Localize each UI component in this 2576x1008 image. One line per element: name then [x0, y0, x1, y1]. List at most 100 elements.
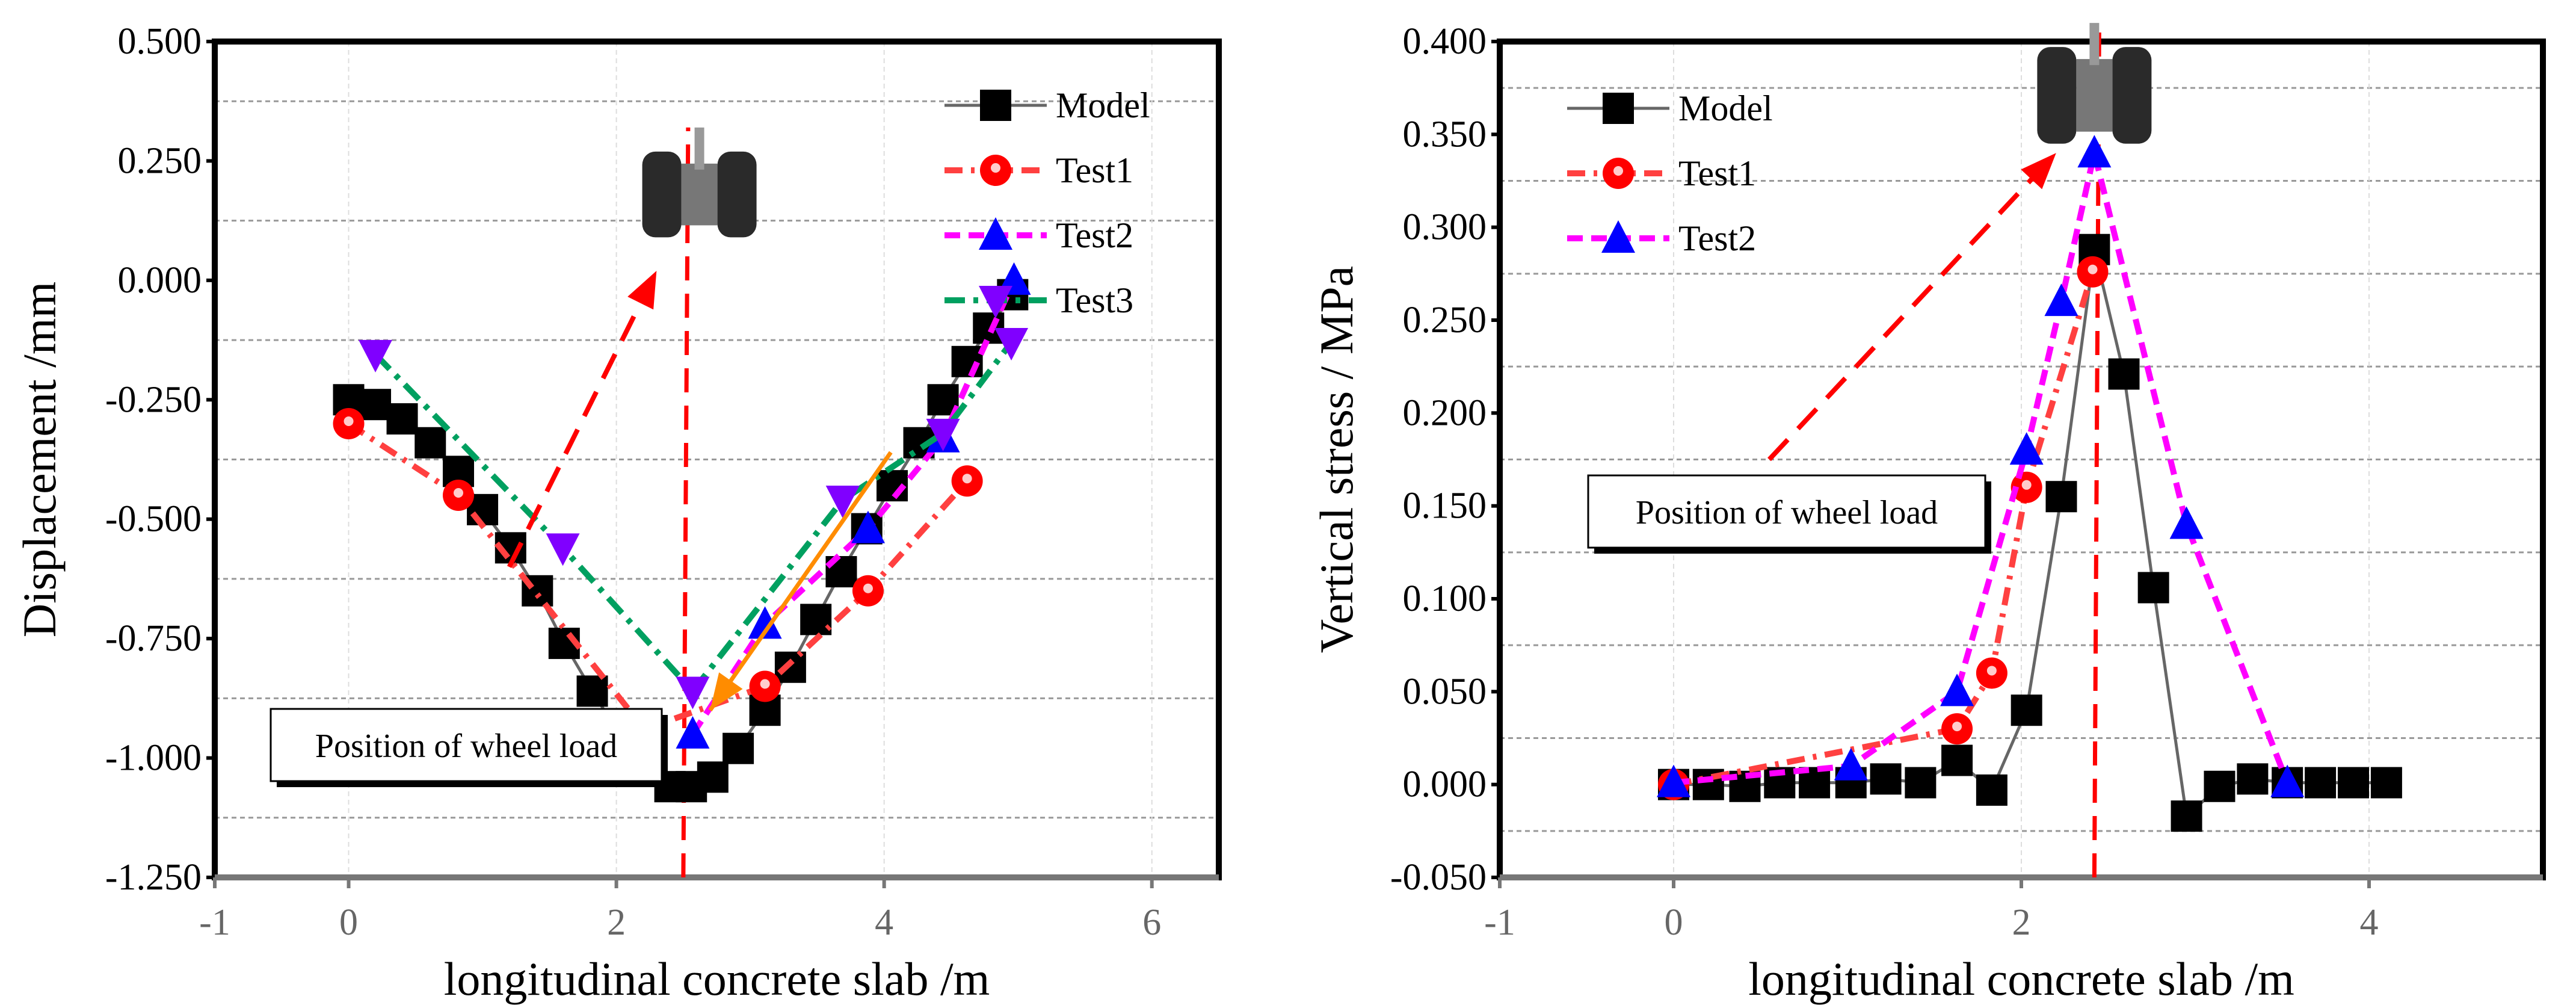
- legend-label: Test1: [1678, 153, 1756, 193]
- aircraft-wheel-icon: [642, 127, 757, 238]
- marker-highlight: [863, 583, 873, 593]
- y-tick-label: 0.250: [118, 140, 202, 181]
- data-point: [414, 427, 446, 459]
- data-point: [994, 328, 1029, 361]
- data-point: [825, 485, 860, 518]
- data-point: [386, 403, 418, 435]
- marker-highlight: [2088, 264, 2098, 274]
- legend-label: Test2: [1678, 218, 1756, 258]
- x-tick-label: 2: [607, 902, 626, 943]
- y-tick-label: -0.500: [105, 499, 202, 540]
- data-point: [1940, 673, 1974, 707]
- x-tick-label: 2: [2012, 902, 2031, 943]
- y-tick-label: -0.750: [105, 618, 202, 659]
- legend-label: Test3: [1056, 280, 1133, 320]
- annotation-box: [270, 708, 663, 782]
- y-axis-label: Vertical stress / MPa: [1310, 266, 1363, 653]
- x-tick-label: -1: [1484, 902, 1515, 943]
- series-line: [373, 341, 1014, 696]
- data-point: [2044, 283, 2078, 317]
- wheel-strut: [2089, 23, 2100, 66]
- legend-marker: [1601, 220, 1635, 253]
- data-point: [2237, 763, 2269, 795]
- data-point: [800, 604, 832, 635]
- data-point: [576, 675, 608, 707]
- wheel-position-arrow: [507, 270, 659, 568]
- wheel-left: [642, 151, 682, 238]
- data-point: [1976, 774, 2007, 806]
- data-point: [2370, 767, 2402, 799]
- trend-arrow-head: [710, 672, 743, 711]
- x-tick-label: 6: [1142, 902, 1161, 943]
- wheel-right: [717, 151, 757, 238]
- data-point: [676, 716, 710, 749]
- series-line: [347, 421, 970, 733]
- y-axis-label: Displacement /mm: [13, 282, 66, 637]
- data-point: [2305, 767, 2337, 799]
- data-point: [359, 339, 393, 373]
- marker-highlight: [760, 679, 770, 689]
- marker-highlight: [1952, 722, 1962, 732]
- y-tick-label: 0.000: [1403, 764, 1487, 805]
- y-tick-label: 0.100: [1403, 578, 1487, 619]
- wheel-strut: [694, 127, 704, 170]
- wheel-hub: [681, 163, 718, 226]
- x-tick-label: 4: [875, 902, 893, 943]
- y-tick-label: 0.300: [1403, 207, 1487, 248]
- data-point: [2204, 770, 2236, 802]
- marker-highlight: [1986, 666, 1997, 676]
- data-point: [951, 345, 983, 377]
- x-tick-label: -1: [199, 902, 230, 943]
- data-point: [723, 732, 754, 764]
- series-test3: [359, 328, 1029, 710]
- data-point: [2045, 481, 2077, 513]
- data-point: [2337, 767, 2369, 799]
- arrow-head: [2021, 153, 2056, 190]
- legend-label: Model: [1056, 85, 1150, 125]
- data-point: [2169, 506, 2204, 539]
- wheel-position-arrow: [1767, 151, 2058, 462]
- y-tick-label: 0.150: [1403, 486, 1487, 527]
- marker-highlight: [962, 474, 972, 484]
- y-tick-label: -1.250: [105, 857, 202, 898]
- arrow-head: [627, 270, 657, 310]
- data-point: [926, 418, 960, 451]
- legend-marker: [980, 90, 1011, 121]
- series-test1: [1658, 256, 2109, 800]
- x-tick-label: 4: [2360, 902, 2379, 943]
- data-point: [2077, 135, 2112, 168]
- legend-label: Test2: [1056, 215, 1133, 255]
- data-point: [2009, 432, 2044, 465]
- data-point: [2011, 694, 2042, 726]
- marker-highlight: [1613, 166, 1623, 176]
- data-point: [1870, 763, 1902, 795]
- series-line: [1674, 249, 2386, 820]
- x-tick-label: 0: [1665, 902, 1683, 943]
- legend-marker: [979, 286, 1012, 318]
- data-point: [748, 606, 782, 639]
- y-tick-label: 0.500: [118, 21, 202, 62]
- wheel-load-line: [681, 127, 691, 878]
- data-point: [851, 510, 885, 543]
- data-point: [1657, 764, 1690, 797]
- data-point: [2270, 764, 2305, 797]
- data-point: [2171, 800, 2202, 832]
- annotation-text: Position of wheel load: [315, 728, 617, 765]
- y-tick-label: -0.050: [1390, 857, 1487, 898]
- data-point: [360, 389, 392, 421]
- marker-highlight: [454, 488, 464, 498]
- y-tick-label: -1.000: [105, 738, 202, 779]
- y-tick-label: 0.200: [1403, 392, 1487, 433]
- series-model: [333, 279, 1029, 803]
- marker-highlight: [2021, 480, 2032, 490]
- x-tick-label: 0: [339, 902, 358, 943]
- y-tick-label: 0.250: [1403, 300, 1487, 341]
- marker-highlight: [344, 416, 354, 426]
- y-tick-label: -0.250: [105, 379, 202, 420]
- y-tick-label: 0.350: [1403, 114, 1487, 155]
- data-point: [676, 676, 710, 710]
- legend-marker: [1603, 93, 1634, 124]
- data-point: [2137, 572, 2169, 604]
- y-tick-label: 0.400: [1403, 21, 1487, 62]
